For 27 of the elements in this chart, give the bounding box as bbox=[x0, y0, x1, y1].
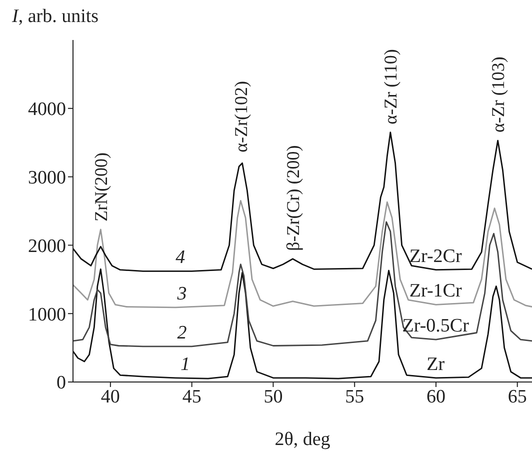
x-tick-label: 55 bbox=[345, 386, 364, 408]
x-tick-label: 45 bbox=[182, 386, 202, 408]
x-axis-title: 2θ, deg bbox=[274, 429, 331, 450]
annotation: 1 bbox=[180, 354, 190, 375]
annotation: 2 bbox=[177, 322, 188, 344]
y-tick-label: 2000 bbox=[28, 236, 66, 257]
x-tick-label: 60 bbox=[426, 386, 446, 408]
series-label: Zr bbox=[426, 354, 446, 375]
y-tick-label: 0 bbox=[56, 372, 66, 394]
series-label: Zr-2Cr bbox=[409, 246, 462, 267]
x-tick-label: 40 bbox=[100, 386, 120, 408]
annotation: 3 bbox=[176, 283, 187, 304]
annotation: α-Zr (103) bbox=[488, 56, 508, 133]
series-label: Zr-0.5Cr bbox=[402, 316, 470, 337]
annotation: α-Zr (110) bbox=[380, 49, 401, 124]
line-series bbox=[73, 268, 532, 380]
y-tick-label: 1000 bbox=[28, 304, 66, 326]
x-tick-label: 50 bbox=[264, 386, 283, 408]
series-label: Zr-1Cr bbox=[409, 280, 462, 302]
x-tick-label: 65 bbox=[508, 386, 527, 408]
annotation: 4 bbox=[176, 247, 186, 268]
annotation: β-Zr(Cr) (200) bbox=[283, 145, 304, 251]
annotation: α-Zr(102) bbox=[230, 80, 251, 152]
y-axis-title: I, arb. units bbox=[11, 6, 99, 27]
y-tick-label: 3000 bbox=[28, 168, 66, 189]
y-tick-label: 4000 bbox=[28, 99, 66, 120]
annotation: ZrN(200) bbox=[90, 152, 111, 222]
